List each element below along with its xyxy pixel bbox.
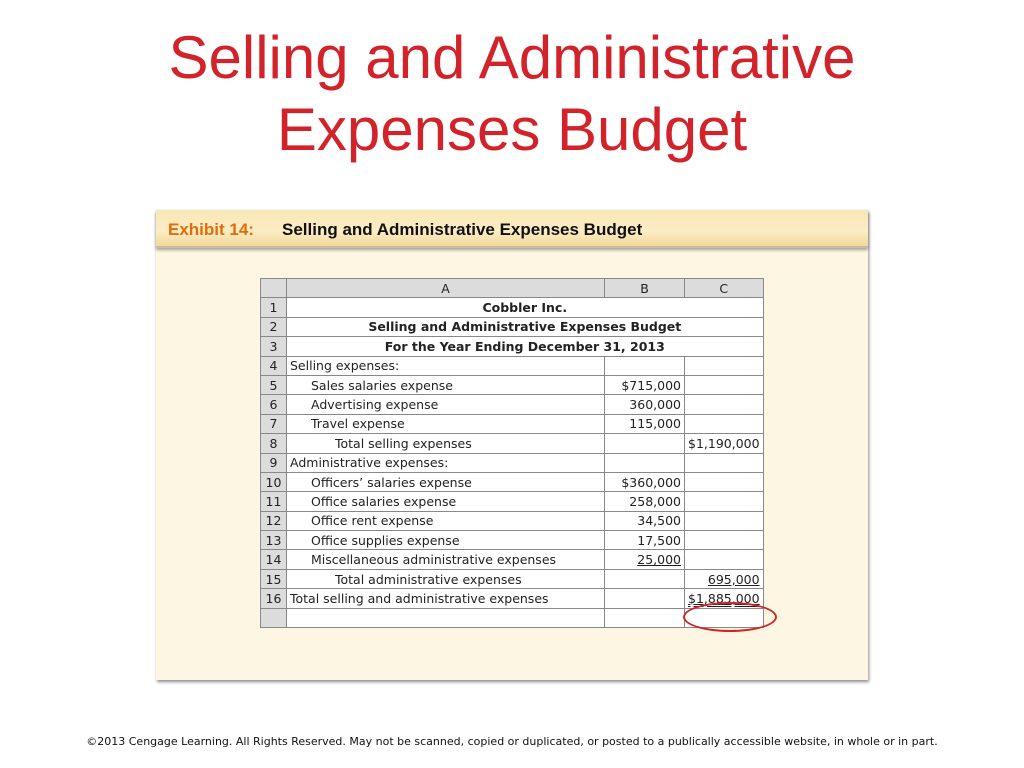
cell-b: $360,000: [604, 471, 685, 493]
cell-a: Miscellaneous administrative expenses: [286, 549, 605, 570]
cell-b: [604, 433, 685, 454]
row-number: 3: [260, 336, 287, 357]
cell-c: 695,000: [684, 568, 764, 590]
row-number: 12: [260, 510, 287, 532]
table-row: 2 Selling and Administrative Expenses Bu…: [260, 316, 764, 338]
cell-c: [684, 530, 764, 551]
cell-c: $1,190,000: [684, 433, 764, 454]
cell-c: [684, 374, 764, 396]
company-name-cell: Cobbler Inc.: [286, 297, 764, 318]
cell-b: [604, 588, 685, 609]
row-number: [260, 607, 287, 629]
table-row: 7 Travel expense 115,000: [260, 413, 764, 435]
cell-c: [684, 355, 764, 376]
column-header-b: B: [604, 277, 685, 299]
exhibit-header: Exhibit 14: Selling and Administrative E…: [156, 210, 868, 248]
cell-c: [684, 491, 764, 512]
cell-c: [684, 549, 764, 570]
row-number: 4: [260, 355, 287, 376]
cell-a: Total selling and administrative expense…: [286, 588, 605, 609]
table-row: 11 Office salaries expense 258,000: [260, 491, 764, 512]
exhibit-title: Selling and Administrative Expenses Budg…: [282, 220, 643, 239]
table-row: 1 Cobbler Inc.: [260, 297, 764, 318]
table-row: 3 For the Year Ending December 31, 2013: [260, 336, 764, 357]
table-row: 5 Sales salaries expense $715,000: [260, 374, 764, 396]
row-number: 15: [260, 568, 287, 590]
table-row: 16 Total selling and administrative expe…: [260, 588, 764, 609]
slide-title-line1: Selling and Administrative: [168, 24, 856, 91]
column-header-row: A B C: [260, 277, 764, 299]
cell-b: 17,500: [604, 530, 685, 551]
table-row: 15 Total administrative expenses 695,000: [260, 568, 764, 590]
slide-title-line2: Expenses Budget: [276, 96, 748, 163]
table-row: 12 Office rent expense 34,500: [260, 510, 764, 532]
table-row: 4 Selling expenses:: [260, 355, 764, 376]
cell-b: [604, 568, 685, 590]
cell-a: [286, 607, 605, 629]
cell-b: [604, 452, 685, 473]
cell-b: [604, 607, 685, 629]
cell-a: Office rent expense: [286, 510, 605, 532]
row-number: 10: [260, 471, 287, 493]
row-number: 9: [260, 452, 287, 473]
exhibit-label: Exhibit 14:: [168, 220, 254, 239]
cell-a: Sales salaries expense: [286, 374, 605, 396]
cell-c: [684, 471, 764, 493]
cell-a: Officers’ salaries expense: [286, 471, 605, 493]
column-header-c: C: [684, 277, 764, 299]
row-number: 1: [260, 297, 287, 318]
table-row: 6 Advertising expense 360,000: [260, 394, 764, 415]
table-row: 9 Administrative expenses:: [260, 452, 764, 473]
period-cell: For the Year Ending December 31, 2013: [286, 336, 764, 357]
cell-c: [684, 413, 764, 435]
row-number: 14: [260, 549, 287, 570]
table-row: 13 Office supplies expense 17,500: [260, 530, 764, 551]
cell-c: [684, 394, 764, 415]
table-row: 10 Officers’ salaries expense $360,000: [260, 471, 764, 493]
cell-c: [684, 510, 764, 532]
cell-a: Office supplies expense: [286, 530, 605, 551]
cell-b: 34,500: [604, 510, 685, 532]
table-row: 8 Total selling expenses $1,190,000: [260, 433, 764, 454]
table-row: 14 Miscellaneous administrative expenses…: [260, 549, 764, 570]
cell-b: 360,000: [604, 394, 685, 415]
cell-a: Administrative expenses:: [286, 452, 605, 473]
cell-a: Office salaries expense: [286, 491, 605, 512]
cell-a: Selling expenses:: [286, 355, 605, 376]
row-number: 8: [260, 433, 287, 454]
cell-a: Total selling expenses: [286, 433, 605, 454]
exhibit-panel: Exhibit 14: Selling and Administrative E…: [156, 210, 868, 680]
row-number: 16: [260, 588, 287, 609]
cell-b: 115,000: [604, 413, 685, 435]
copyright-footer: ©2013 Cengage Learning. All Rights Reser…: [86, 735, 938, 748]
cell-b: $715,000: [604, 374, 685, 396]
cell-b: 258,000: [604, 491, 685, 512]
row-number: 5: [260, 374, 287, 396]
row-number: 6: [260, 394, 287, 415]
row-number: 11: [260, 491, 287, 512]
cell-a: Total administrative expenses: [286, 568, 605, 590]
row-number: 2: [260, 316, 287, 338]
corner-cell: [260, 277, 287, 299]
cell-b: [604, 355, 685, 376]
budget-title-cell: Selling and Administrative Expenses Budg…: [286, 316, 764, 338]
cell-a: Travel expense: [286, 413, 605, 435]
highlight-circle: [683, 602, 777, 632]
slide-title: Selling and Administrative Expenses Budg…: [0, 22, 1024, 166]
spreadsheet: A B C 1 Cobbler Inc. 2 Selling and Admin…: [260, 277, 764, 629]
row-number: 7: [260, 413, 287, 435]
column-header-a: A: [286, 277, 605, 299]
row-number: 13: [260, 530, 287, 551]
cell-a: Advertising expense: [286, 394, 605, 415]
cell-b: 25,000: [604, 549, 685, 570]
cell-c: [684, 452, 764, 473]
